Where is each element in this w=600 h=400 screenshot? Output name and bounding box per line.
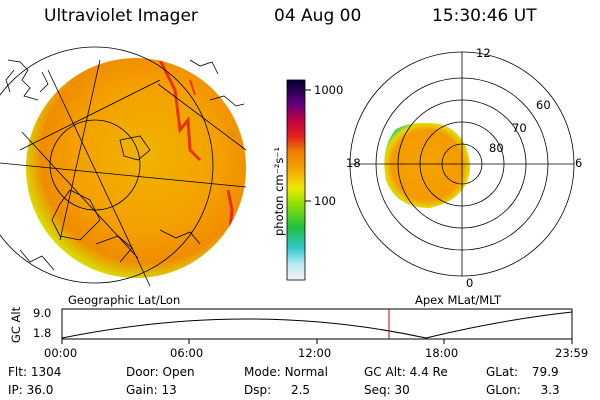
status-gain: Gain: 13	[126, 383, 177, 397]
colorbar-tick-1000: 1000	[314, 83, 344, 97]
timeline-xtick-2359: 23:59	[555, 346, 589, 360]
status-dsp-value: 2.5	[290, 383, 311, 397]
timeline-xtick-1200: 12:00	[298, 346, 332, 360]
altitude-curve	[61, 311, 573, 339]
timeline-axis-label: GC Alt	[9, 306, 23, 344]
status-mode-value: Normal	[284, 365, 328, 379]
status-dsp-label: Dsp:	[244, 383, 272, 397]
status-glon-value: 3.3	[540, 383, 560, 397]
status-ip-label: IP:	[8, 383, 23, 397]
status-seq: Seq: 30	[364, 383, 410, 397]
coastline-overlay	[5, 59, 245, 271]
timeline-ytick-low: 1.8	[33, 326, 52, 340]
status-mode: Mode: Normal	[244, 365, 328, 379]
status-flt-value: 1304	[30, 365, 62, 379]
instrument-title: Ultraviolet Imager	[44, 6, 198, 26]
polar-auroral-oval	[384, 122, 470, 208]
timeline-xtick-1800: 18:00	[425, 346, 459, 360]
colorbar-gradient	[286, 79, 306, 281]
timeline-plot	[61, 308, 573, 344]
status-seq-label: Seq:	[364, 383, 391, 397]
geographic-grid	[0, 46, 247, 287]
status-flt: Flt: 1304	[8, 365, 61, 379]
status-door: Door: Open	[126, 365, 195, 379]
status-glon: GLon: 3.3	[486, 383, 560, 397]
mlt-label-12: 12	[476, 46, 491, 60]
status-glat: GLat: 79.9	[486, 365, 559, 379]
mlt-label-0: 0	[466, 276, 474, 290]
polar-plot	[349, 51, 575, 277]
status-gain-label: Gain:	[126, 383, 158, 397]
date-label: 04 Aug 00	[274, 6, 362, 26]
status-glat-value: 79.9	[531, 365, 559, 379]
colorbar-unit: photon cm⁻²s⁻¹	[272, 147, 286, 236]
timeline-xtick-0600: 06:00	[170, 346, 204, 360]
geographic-caption: Geographic Lat/Lon	[68, 293, 181, 307]
status-ip: IP: 36.0	[8, 383, 53, 397]
status-mode-label: Mode:	[244, 365, 281, 379]
time-label: 15:30:46 UT	[432, 6, 537, 26]
status-gain-value: 13	[161, 383, 177, 397]
timeline-ytick-high: 9.0	[33, 306, 52, 320]
status-glat-label: GLat:	[486, 365, 519, 379]
colorbar	[286, 79, 311, 281]
mlt-label-18: 18	[346, 156, 361, 170]
mlt-label-6: 6	[575, 156, 583, 170]
status-glon-label: GLon:	[486, 383, 521, 397]
status-seq-value: 30	[394, 383, 410, 397]
status-gc-alt-label: GC Alt:	[364, 365, 406, 379]
timeline-xtick-0000: 00:00	[44, 346, 78, 360]
polar-caption: Apex MLat/MLT	[415, 293, 502, 307]
status-gc-alt: GC Alt: 4.4 Re	[364, 365, 448, 379]
status-flt-label: Flt:	[8, 365, 27, 379]
status-door-label: Door:	[126, 365, 159, 379]
mlat-label-70: 70	[512, 121, 527, 135]
status-door-value: Open	[162, 365, 195, 379]
uv-image-disk	[26, 58, 246, 278]
status-ip-value: 36.0	[26, 383, 54, 397]
polar-grid	[349, 51, 575, 277]
status-gc-alt-value: 4.4 Re	[409, 365, 448, 379]
status-dsp: Dsp: 2.5	[244, 383, 310, 397]
colorbar-tick-100: 100	[314, 194, 336, 208]
mlat-label-80: 80	[489, 141, 504, 155]
mlat-label-60: 60	[536, 98, 551, 112]
